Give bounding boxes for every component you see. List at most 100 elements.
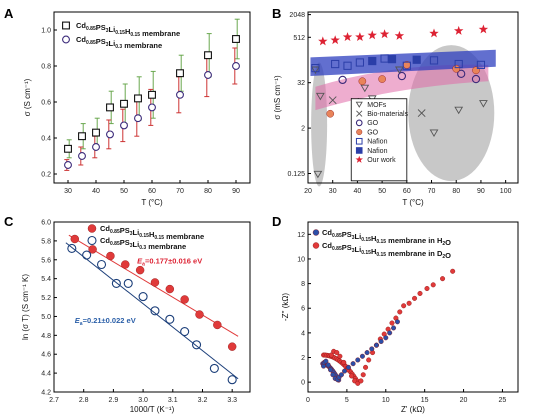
- data-point: [92, 143, 100, 151]
- legend-subscript: 0.15: [154, 235, 164, 241]
- data-point: [106, 103, 114, 112]
- legend-subscript: 3: [352, 235, 355, 241]
- legend-text: Cd: [76, 21, 86, 30]
- data-point: [363, 364, 369, 370]
- legend-marker: [356, 129, 363, 136]
- fit-line: [65, 242, 239, 380]
- data-point: [165, 314, 175, 324]
- y-axis-title: σ (mS cm⁻¹): [273, 75, 282, 120]
- data-point: [232, 62, 240, 70]
- legend-text: PS: [96, 23, 106, 32]
- x-tick-label: 25: [499, 397, 507, 404]
- data-point: [454, 106, 464, 115]
- data-point: [204, 51, 212, 60]
- legend-text: Li: [109, 25, 116, 34]
- x-tick-label: 3.0: [138, 397, 148, 404]
- data-point: [121, 260, 130, 269]
- data-point: [232, 35, 240, 43]
- data-point: [450, 268, 456, 274]
- data-point: [342, 368, 348, 374]
- legend-text: Li: [133, 228, 140, 237]
- data-point: [394, 319, 400, 325]
- data-point: [387, 330, 393, 336]
- legend-marker: [355, 101, 363, 108]
- data-point: [379, 29, 390, 39]
- legend-marker: [355, 137, 363, 145]
- x-tick-label: 60: [403, 188, 411, 195]
- x-tick-label: 30: [329, 188, 337, 195]
- data-point: [315, 92, 325, 101]
- legend-text: membrane: [164, 232, 204, 241]
- y-tick-label: 6: [301, 306, 305, 313]
- y-tick-label: 4.8: [41, 333, 51, 340]
- x-tick-label: 90: [477, 188, 485, 195]
- legend-text: H: [371, 234, 376, 243]
- x-tick-label: 30: [64, 188, 72, 195]
- data-point: [367, 30, 377, 40]
- data-point: [111, 278, 121, 288]
- data-point: [368, 56, 377, 66]
- annotation-subscript: a: [142, 262, 145, 268]
- data-point: [429, 129, 439, 137]
- activation-energy-label: Ea=0.21±0.022 eV: [75, 316, 136, 327]
- panel-label-c: C: [4, 214, 14, 229]
- legend-subscript: 3: [130, 231, 133, 237]
- legend-label: Cd0.85PS3Li0.15H0.15 membrane: [100, 224, 204, 241]
- data-point: [429, 56, 439, 65]
- legend-text: Cd: [76, 35, 86, 44]
- data-point: [88, 245, 97, 254]
- legend-text: Cd: [100, 224, 110, 233]
- data-point: [311, 64, 320, 73]
- legend-subscript: 0.85: [110, 229, 120, 235]
- data-point: [180, 295, 189, 304]
- data-point: [342, 32, 353, 42]
- annotation-text: =0.21±0.022 eV: [83, 316, 136, 325]
- legend-text: H: [149, 230, 154, 239]
- x-tick-label: 70: [428, 188, 436, 195]
- y-axis-title: -Z'' (kΩ): [281, 293, 290, 321]
- y-tick-label: 2: [301, 126, 305, 133]
- data-point: [78, 152, 86, 160]
- y-tick-label: 32: [297, 80, 305, 87]
- legend-subscript: 0.15: [376, 252, 386, 258]
- data-point: [64, 161, 72, 169]
- legend-text: PS: [120, 238, 130, 247]
- y-tick-label: 8: [301, 281, 305, 288]
- legend-text: O: [445, 251, 451, 260]
- data-point: [397, 71, 407, 81]
- x-tick-label: 2.7: [49, 397, 59, 404]
- legend-subscript: 0.85: [332, 233, 342, 239]
- legend-text: Cd: [100, 236, 110, 245]
- data-point: [135, 265, 145, 275]
- y-tick-label: 4: [301, 330, 305, 337]
- data-point: [440, 276, 446, 282]
- legend-label: Cd0.85PS3Li0.3 membrane: [76, 35, 162, 50]
- legend-text: Li: [355, 245, 362, 254]
- y-tick-label: 512: [293, 35, 305, 42]
- data-point: [331, 59, 340, 69]
- x-tick-label: 40: [354, 188, 362, 195]
- panel-label-d: D: [272, 214, 281, 229]
- data-point: [395, 66, 404, 75]
- data-point: [338, 75, 347, 85]
- x-tick-label: 50: [120, 188, 128, 195]
- y-tick-label: 5.0: [41, 314, 51, 321]
- data-point: [402, 61, 411, 70]
- annotation-text: E: [75, 316, 81, 325]
- x-tick-label: 15: [421, 397, 429, 404]
- y-tick-label: 0.2: [41, 172, 51, 179]
- data-point: [355, 357, 361, 363]
- legend-subscript: 3: [106, 42, 109, 48]
- y-tick-label: 2: [301, 355, 305, 362]
- legend-label: Our work: [367, 157, 396, 164]
- data-point: [476, 60, 486, 69]
- data-point: [330, 372, 336, 378]
- data-point: [457, 69, 466, 78]
- x-tick-label: 80: [452, 188, 460, 195]
- legend-text: PS: [96, 37, 106, 46]
- legend-text: Cd: [322, 228, 332, 237]
- y-tick-label: 0: [301, 380, 305, 387]
- x-axis-title: T (°C): [141, 198, 163, 207]
- y-tick-label: 4.2: [41, 390, 51, 397]
- y-tick-label: 5.6: [41, 257, 51, 264]
